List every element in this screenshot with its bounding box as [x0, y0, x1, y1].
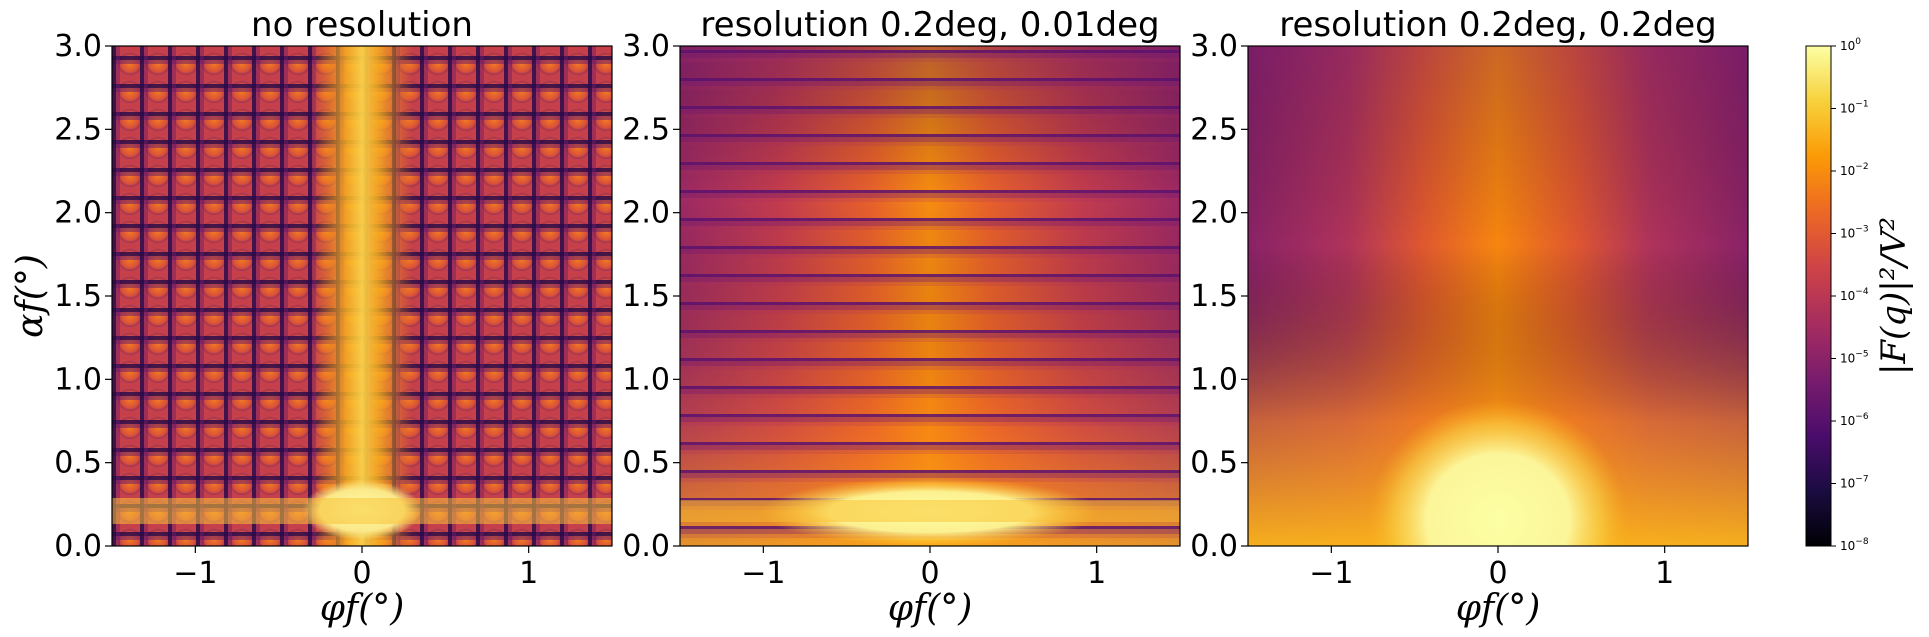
- colorbar-tick-label: 10−7: [1840, 475, 1869, 491]
- colorbar-tick-label: 10−1: [1840, 100, 1869, 116]
- y-tick-label: 0.5: [622, 446, 670, 481]
- y-axis-label: αf(°): [10, 254, 51, 338]
- y-tick-label: 0.0: [54, 529, 102, 564]
- y-tick-label: 1.5: [54, 279, 102, 314]
- y-tick-label: 2.0: [54, 196, 102, 231]
- colorbar-tick-label: 10−3: [1840, 225, 1869, 241]
- x-tick-label: 0: [352, 556, 371, 591]
- colorbar-tick-label: 10−4: [1840, 287, 1869, 303]
- y-tick-label: 3.0: [54, 29, 102, 64]
- colorbar-gradient: [1805, 45, 1832, 547]
- panel-no-resolution: no resolution −1 0 10.00.51.01.52.02.53.0 …: [10, 5, 613, 629]
- y-tick-label: 0.5: [1190, 446, 1238, 481]
- panel-title: resolution 0.2deg, 0.2deg: [1279, 5, 1717, 45]
- x-axis-label: φf(°): [320, 588, 405, 629]
- heatmap-3: [1248, 46, 1748, 546]
- panel-title: resolution 0.2deg, 0.01deg: [700, 5, 1159, 45]
- x-tick-label: 0: [1488, 556, 1507, 591]
- x-axis-label: φf(°): [1456, 588, 1541, 629]
- heatmap-2: [680, 46, 1180, 546]
- panel-title: no resolution: [251, 5, 473, 45]
- x-tick-label: −1: [741, 556, 785, 591]
- y-tick-label: 1.0: [54, 362, 102, 397]
- y-tick-label: 2.5: [54, 112, 102, 147]
- x-tick-label: −1: [173, 556, 217, 591]
- y-tick-label: 1.0: [1190, 362, 1238, 397]
- y-tick-label: 2.0: [622, 196, 670, 231]
- colorbar: 100 10−1 10−2 10−3 10−4 10−5 10−6 10−7 10−8 |F(q…: [1805, 37, 1914, 553]
- colorbar-tick-label: 100: [1840, 37, 1861, 53]
- y-tick-label: 1.5: [622, 279, 670, 314]
- x-tick-label: 1: [519, 556, 538, 591]
- colorbar-label: |F(q)|²/V²: [1874, 217, 1914, 375]
- x-tick-label: 1: [1087, 556, 1106, 591]
- y-tick-label: 0.0: [1190, 529, 1238, 564]
- y-tick-label: 3.0: [1190, 29, 1238, 64]
- y-tick-label: 2.0: [1190, 196, 1238, 231]
- y-tick-label: 0.5: [54, 446, 102, 481]
- x-tick-label: 0: [920, 556, 939, 591]
- y-tick-label: 2.5: [622, 112, 670, 147]
- y-tick-label: 3.0: [622, 29, 670, 64]
- y-tick-label: 2.5: [1190, 112, 1238, 147]
- heatmap-1: [112, 46, 612, 546]
- x-tick-label: −1: [1309, 556, 1353, 591]
- x-tick-label: 1: [1655, 556, 1674, 591]
- y-tick-label: 0.0: [622, 529, 670, 564]
- y-tick-label: 1.0: [622, 362, 670, 397]
- colorbar-tick-label: 10−8: [1840, 537, 1869, 553]
- x-axis-label: φf(°): [888, 588, 973, 629]
- colorbar-tick-label: 10−2: [1840, 162, 1869, 178]
- colorbar-tick-label: 10−6: [1840, 412, 1869, 428]
- panel-resolution-0.2-0.01: resolution 0.2deg, 0.01deg −1 0 1 0.0 0.5 1.0…: [622, 5, 1181, 629]
- y-tick-label: 1.5: [1190, 279, 1238, 314]
- colorbar-tick-label: 10−5: [1840, 350, 1869, 366]
- panel-resolution-0.2-0.2: resolution 0.2deg, 0.2deg −1 0 1 0.0 0.5 1.0 1…: [1190, 5, 1749, 629]
